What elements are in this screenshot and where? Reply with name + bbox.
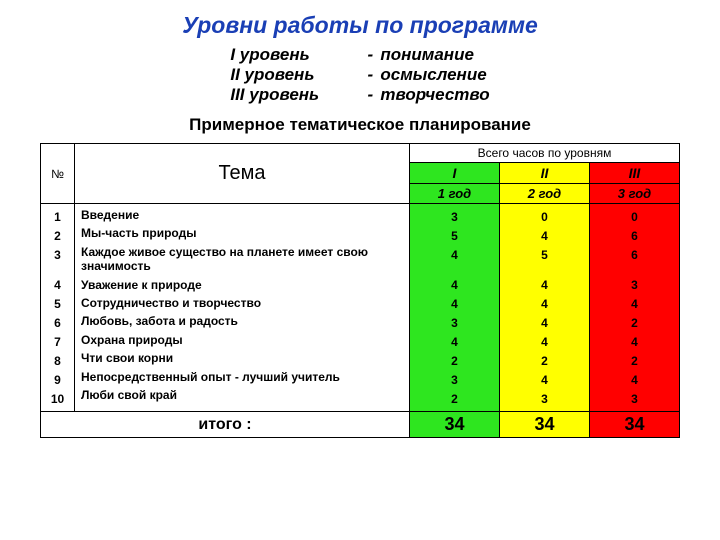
- header-row-1: № Тема Всего часов по уровням: [41, 144, 680, 163]
- levels-legend: I уровень- пониманиеII уровень- осмыслен…: [230, 45, 489, 105]
- level-2-header: II: [500, 163, 590, 184]
- totals-col-1: 34: [410, 412, 500, 438]
- values-col-2: 0454444243: [500, 204, 590, 412]
- subtitle: Примерное тематическое планирование: [40, 115, 680, 135]
- row-topics: ВведениеМы-часть природыКаждое живое сущ…: [75, 204, 410, 412]
- values-col-1: 3544434232: [410, 204, 500, 412]
- year-3-header: 3 год: [590, 184, 680, 204]
- year-2-header: 2 год: [500, 184, 590, 204]
- page-title: Уровни работы по программе: [40, 12, 680, 39]
- totals-col-3: 34: [590, 412, 680, 438]
- level-3-header: III: [590, 163, 680, 184]
- year-1-header: 1 год: [410, 184, 500, 204]
- col-hours-header: Всего часов по уровням: [410, 144, 680, 163]
- col-topic-header: Тема: [75, 144, 410, 204]
- level-1-header: I: [410, 163, 500, 184]
- values-col-3: 0663424243: [590, 204, 680, 412]
- totals-col-2: 34: [500, 412, 590, 438]
- data-row: 12345678910 ВведениеМы-часть природыКажд…: [41, 204, 680, 412]
- col-num-header: №: [41, 144, 75, 204]
- planning-table: № Тема Всего часов по уровням I II III 1…: [40, 143, 680, 438]
- row-numbers: 12345678910: [41, 204, 75, 412]
- totals-label: итого :: [41, 412, 410, 438]
- totals-row: итого : 34 34 34: [41, 412, 680, 438]
